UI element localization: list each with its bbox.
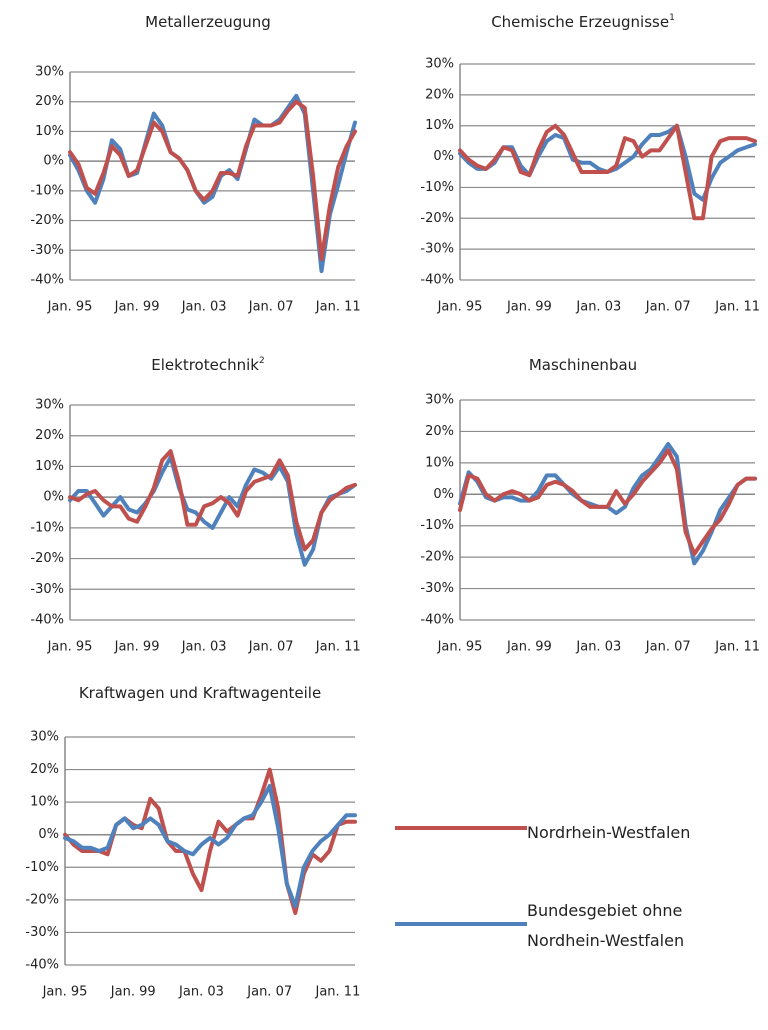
legend-label: Bundesgebiet ohne Nordhein-Westfalen <box>527 901 685 950</box>
title-text: Kraftwagen und Kraftwagenteile <box>79 684 321 702</box>
x-tick-label: Jan. 11 <box>714 300 760 315</box>
title-text: Maschinenbau <box>529 356 637 374</box>
x-tick-label: Jan. 11 <box>315 640 361 655</box>
series-line <box>68 449 357 552</box>
x-tick-label: Jan. 07 <box>246 985 292 1000</box>
y-tick-label: -20% <box>420 550 454 565</box>
y-tick-label: -30% <box>420 242 454 257</box>
x-tick-label: Jan. 03 <box>575 300 621 315</box>
x-tick-label: Jan. 07 <box>645 640 691 655</box>
chart-title: Chemische Erzeugnisse1 <box>491 13 675 31</box>
y-tick-label: 0% <box>43 490 64 505</box>
chart-title: Metallerzeugung <box>145 13 271 31</box>
footnote-mark: 2 <box>259 356 265 366</box>
x-tick-label: Jan. 11 <box>315 300 361 315</box>
y-tick-label: 20% <box>35 428 64 443</box>
y-tick-label: 10% <box>35 459 64 474</box>
y-tick-label: 10% <box>35 124 64 139</box>
y-tick-label: 20% <box>35 94 64 109</box>
y-tick-label: 30% <box>35 398 64 413</box>
x-tick-label: Jan. 07 <box>645 300 691 315</box>
x-tick-label: Jan. 07 <box>248 640 294 655</box>
title-text: Chemische Erzeugnisse <box>491 13 669 31</box>
y-tick-label: -40% <box>30 273 64 288</box>
y-tick-label: -40% <box>30 613 64 628</box>
x-tick-label: Jan. 95 <box>42 985 88 1000</box>
x-tick-label: Jan. 99 <box>506 300 552 315</box>
y-tick-label: 30% <box>425 393 454 408</box>
series-line <box>68 99 357 262</box>
y-tick-label: 0% <box>433 487 454 502</box>
y-tick-label: 20% <box>425 87 454 102</box>
y-tick-label: 30% <box>30 730 59 745</box>
y-tick-label: -20% <box>420 211 454 226</box>
title-text: Elektrotechnik <box>151 356 259 374</box>
y-tick-label: 10% <box>30 795 59 810</box>
y-tick-label: 20% <box>425 424 454 439</box>
chart-title: Elektrotechnik2 <box>151 356 264 374</box>
x-tick-label: Jan. 95 <box>437 300 483 315</box>
y-tick-label: 10% <box>425 455 454 470</box>
y-tick-label: -10% <box>30 520 64 535</box>
y-tick-label: -10% <box>25 860 59 875</box>
title-text: Metallerzeugung <box>145 13 271 31</box>
x-tick-label: Jan. 11 <box>315 985 361 1000</box>
x-tick-label: Jan. 99 <box>506 640 552 655</box>
y-tick-label: 10% <box>425 118 454 133</box>
y-tick-label: 30% <box>425 57 454 72</box>
y-tick-label: -10% <box>30 183 64 198</box>
x-tick-label: Jan. 03 <box>181 300 227 315</box>
y-tick-label: -30% <box>30 582 64 597</box>
y-tick-label: -30% <box>25 925 59 940</box>
x-tick-label: Jan. 99 <box>114 640 160 655</box>
series-line <box>458 448 757 556</box>
y-tick-label: -40% <box>420 613 454 628</box>
y-tick-label: -30% <box>30 243 64 258</box>
x-tick-label: Jan. 95 <box>437 640 483 655</box>
y-tick-label: 0% <box>43 154 64 169</box>
y-tick-label: 20% <box>30 762 59 777</box>
y-tick-label: -40% <box>420 273 454 288</box>
series-line <box>63 783 357 909</box>
y-tick-label: -30% <box>420 581 454 596</box>
y-tick-label: -20% <box>30 551 64 566</box>
chart-title: Kraftwagen und Kraftwagenteile <box>79 684 321 702</box>
x-tick-label: Jan. 03 <box>181 640 227 655</box>
x-tick-label: Jan. 99 <box>110 985 156 1000</box>
legend-label: Nordrhein-Westfalen <box>527 823 691 842</box>
y-tick-label: -20% <box>30 213 64 228</box>
x-tick-label: Jan. 03 <box>575 640 621 655</box>
x-tick-label: Jan. 11 <box>714 640 760 655</box>
footnote-mark: 1 <box>669 13 675 23</box>
y-tick-label: -10% <box>420 518 454 533</box>
series-line <box>68 455 357 567</box>
y-tick-label: 0% <box>433 149 454 164</box>
y-tick-label: -40% <box>25 958 59 973</box>
y-tick-label: -10% <box>420 180 454 195</box>
series-line <box>458 123 757 221</box>
x-tick-label: Jan. 95 <box>47 640 93 655</box>
x-tick-label: Jan. 07 <box>248 300 294 315</box>
x-tick-label: Jan. 03 <box>178 985 224 1000</box>
x-tick-label: Jan. 95 <box>47 300 93 315</box>
y-tick-label: 0% <box>38 827 59 842</box>
x-tick-label: Jan. 99 <box>114 300 160 315</box>
chart-title: Maschinenbau <box>529 356 637 374</box>
y-tick-label: 30% <box>35 65 64 80</box>
y-tick-label: -20% <box>25 892 59 907</box>
